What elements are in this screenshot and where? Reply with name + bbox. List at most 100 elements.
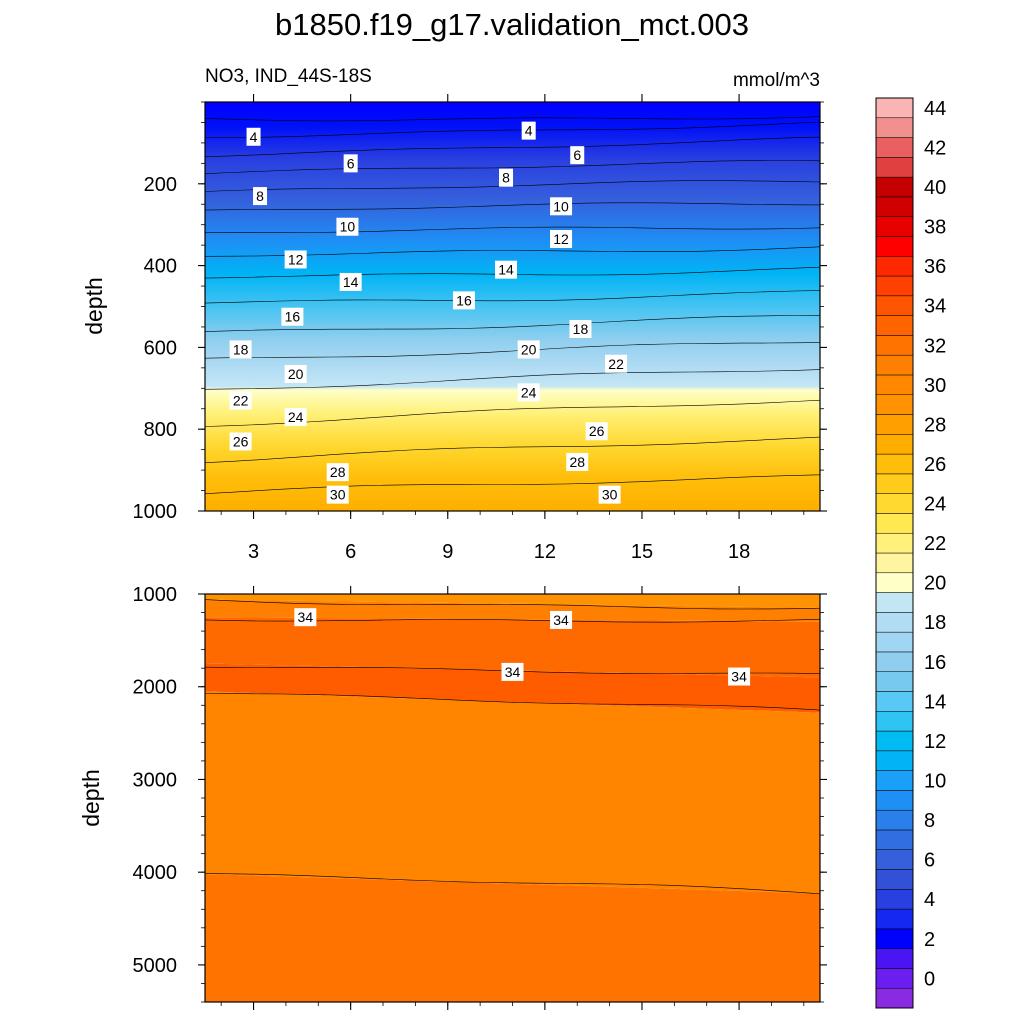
contour-label-text: 34: [298, 609, 314, 625]
upper-y-axis-title: depth: [81, 277, 107, 335]
x-tick-label: 9: [442, 541, 453, 563]
contour-label-text: 12: [553, 231, 569, 247]
lower-band: [205, 599, 820, 622]
lower-y-axis-title: depth: [78, 769, 104, 827]
contour-label: 10: [550, 197, 573, 216]
contour-label-text: 30: [602, 487, 618, 503]
colorbar-label: 34: [924, 296, 946, 318]
contour-label: 6: [343, 154, 358, 173]
contour-label-text: 16: [285, 309, 301, 325]
contour-label-bg: [605, 354, 628, 373]
contour-line: [205, 202, 820, 211]
contour-label-bg: [326, 463, 349, 482]
colorbar-box: [875, 770, 914, 791]
contour-label-text: 20: [288, 366, 304, 382]
colorbar-box: [875, 631, 914, 653]
contour-line: [205, 474, 820, 494]
contour-label-text: 26: [589, 423, 605, 439]
contour-label-text: 6: [347, 155, 355, 171]
contour-label: 34: [550, 610, 573, 629]
colorbar-box: [875, 196, 914, 217]
contour-line: [205, 399, 820, 427]
x-tick-label: 6: [345, 541, 356, 563]
contour-label-bg: [284, 250, 307, 269]
contour-line: [205, 246, 820, 257]
contour-label-text: 34: [731, 669, 747, 685]
contour-label-bg: [569, 319, 592, 338]
contour-label: 10: [336, 217, 359, 236]
colorbar-box: [875, 473, 914, 494]
colorbar-label: 38: [924, 217, 946, 239]
contour-label-bg: [339, 272, 362, 291]
colorbar-box: [875, 374, 914, 395]
contour-label-text: 10: [340, 219, 356, 235]
contour-label-bg: [517, 340, 540, 359]
contour-line: [205, 315, 820, 332]
y-tick-label: 5000: [133, 955, 178, 977]
colorbar-box: [875, 889, 914, 910]
lower-band: [205, 663, 820, 713]
contour-label-text: 24: [288, 409, 304, 425]
lower-band: [205, 874, 820, 1002]
contour-line: [205, 121, 820, 138]
contour-label-text: 8: [502, 170, 510, 186]
colorbar-box: [875, 176, 914, 198]
colorbar-box: [875, 117, 914, 138]
contour-line: [205, 693, 820, 711]
colorbar-label: 0: [924, 968, 935, 990]
lower-band: [205, 594, 820, 608]
colorbar-box: [875, 869, 914, 890]
contour-label-bg: [229, 340, 252, 359]
lower-contour-labels: 34 34 34 34: [294, 608, 751, 686]
colorbar-box: [875, 354, 914, 376]
lower-x-axis: [220, 586, 805, 1010]
colorbar-box: [875, 790, 914, 811]
lower-y-axis: 1000 2000 3000 4000 5000: [133, 584, 827, 1003]
colorbar-box: [875, 968, 914, 989]
colorbar-label: 14: [924, 691, 946, 713]
contour-line: [205, 342, 820, 359]
colorbar-box: [875, 908, 914, 930]
contour-label: 26: [229, 432, 252, 451]
colorbar-box: [875, 809, 914, 831]
colorbar-label: 10: [924, 771, 946, 793]
colorbar-boxes: [875, 97, 914, 1009]
colorbar-box: [875, 750, 914, 771]
contour-line: [205, 116, 820, 122]
contour-label: 30: [598, 485, 621, 504]
colorbar-label: 24: [924, 494, 946, 516]
colorbar-label: 40: [924, 177, 946, 199]
colorbar-box: [875, 295, 914, 316]
contour-label: 4: [521, 121, 536, 140]
contour-label-bg: [229, 432, 252, 451]
contour-label: 28: [326, 463, 349, 482]
contour-label-bg: [452, 291, 475, 310]
contour-label-bg: [246, 127, 261, 146]
contour-label: 30: [326, 485, 349, 504]
colorbar-box: [875, 394, 914, 415]
contour-label-bg: [336, 217, 359, 236]
contour-label: 8: [253, 187, 268, 206]
colorbar-label: 26: [924, 454, 946, 476]
colorbar-labels: 0246810121416182022242628303234363840424…: [924, 98, 946, 990]
contour-label-bg: [585, 422, 608, 441]
colorbar-box: [875, 691, 914, 712]
contour-label-text: 18: [233, 341, 249, 357]
contour-line: [205, 290, 820, 304]
contour-label-bg: [550, 610, 573, 629]
colorbar-box: [875, 948, 914, 969]
colorbar-box: [875, 928, 914, 949]
y-tick-label: 4000: [133, 862, 178, 884]
contour-label-bg: [501, 662, 524, 681]
contour-label-text: 18: [573, 321, 589, 337]
contour-label-text: 6: [573, 147, 581, 163]
contour-label: 22: [229, 391, 252, 410]
contour-label-text: 34: [553, 612, 569, 628]
colorbar-label: 2: [924, 929, 935, 951]
colorbar-box: [875, 315, 914, 336]
lower-band: [205, 691, 820, 894]
chart-title: b1850.f19_g17.validation_mct.003: [275, 7, 749, 42]
contour-label-bg: [294, 608, 317, 627]
